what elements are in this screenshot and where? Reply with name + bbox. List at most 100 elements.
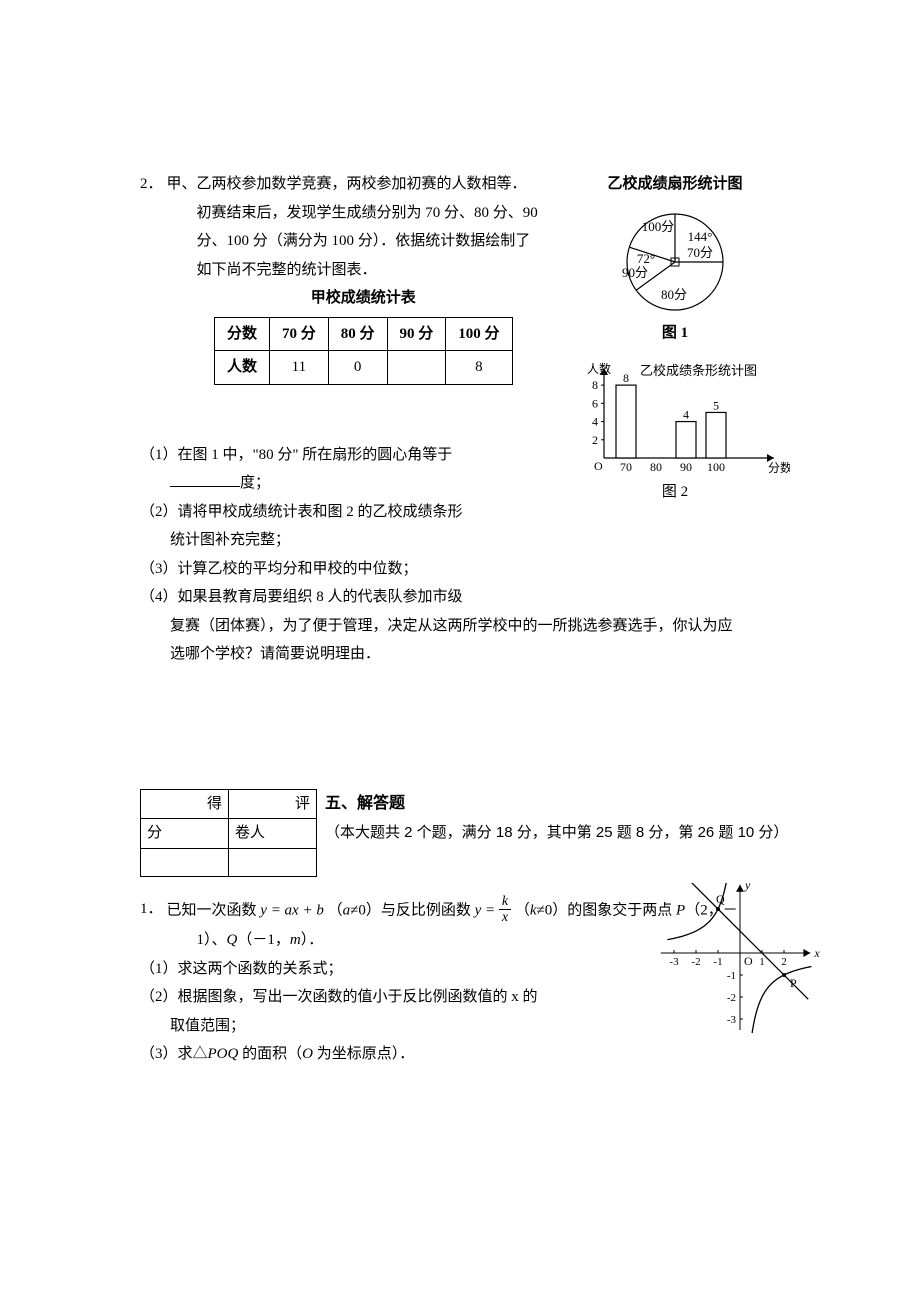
svg-text:4: 4 bbox=[592, 415, 598, 429]
math: a bbox=[343, 902, 351, 918]
q2-line4: 如下尚不完整的统计图表． bbox=[167, 256, 560, 285]
cell: 80 分 bbox=[328, 317, 387, 351]
svg-text:144°: 144° bbox=[688, 229, 713, 244]
svg-text:2: 2 bbox=[781, 956, 787, 968]
text: （ bbox=[328, 902, 343, 918]
svg-text:2: 2 bbox=[592, 433, 598, 447]
q2-sub2b: 统计图补充完整； bbox=[140, 526, 790, 555]
svg-text:100: 100 bbox=[707, 460, 725, 474]
q25-figure: x y O -3 -2 -1 1 2 -1 -2 -3 P Q bbox=[630, 883, 830, 1053]
fraction: kx bbox=[499, 895, 511, 927]
svg-text:y: y bbox=[744, 883, 751, 892]
text: （－1， bbox=[237, 932, 290, 948]
svg-text:4: 4 bbox=[683, 408, 689, 422]
text: 的面积（ bbox=[238, 1046, 302, 1062]
math: m bbox=[290, 932, 301, 948]
svg-text:1: 1 bbox=[759, 956, 765, 968]
cell: 评 bbox=[229, 789, 317, 819]
problem-25: xyO-3-2-112-1-2-3PQ 1． 已知一次函数 y = ax + b… bbox=[140, 895, 790, 1069]
svg-text:-2: -2 bbox=[727, 992, 736, 1004]
svg-text:-3: -3 bbox=[727, 1014, 737, 1026]
text: 度； bbox=[240, 475, 270, 491]
cell: 得 bbox=[141, 789, 229, 819]
svg-text:乙校成绩条形统计图: 乙校成绩条形统计图 bbox=[640, 363, 757, 378]
math: y = ax + b bbox=[260, 902, 324, 918]
svg-text:8: 8 bbox=[623, 371, 629, 385]
svg-text:O: O bbox=[744, 954, 753, 968]
cell: 分数 bbox=[214, 317, 269, 351]
svg-text:90分: 90分 bbox=[622, 265, 648, 280]
cell: 卷人 bbox=[229, 819, 317, 849]
cell: 8 bbox=[446, 351, 512, 385]
table-row: 人数 11 0 8 bbox=[214, 351, 512, 385]
jia-table-caption: 甲校成绩统计表 bbox=[167, 284, 560, 313]
pie-chart: 100分 70分144° 80分 90分72° bbox=[590, 199, 760, 319]
section-5-header: 得 评 分 卷人 五、解答题 （本大题共 2 个题，满分 18 分，其中第 25… bbox=[140, 789, 790, 877]
math: POQ bbox=[208, 1046, 239, 1062]
math: Q bbox=[227, 932, 238, 948]
bar-caption: 图 2 bbox=[662, 478, 688, 507]
svg-text:80分: 80分 bbox=[661, 287, 687, 302]
svg-text:-1: -1 bbox=[727, 970, 736, 982]
svg-text:x: x bbox=[813, 946, 820, 960]
pie-figure: 乙校成绩扇形统计图 100分70分144°80分90分72° 图 1 2468人… bbox=[560, 170, 790, 507]
q2-sub4c: 选哪个学校？请简要说明理由． bbox=[140, 640, 790, 669]
svg-text:70分: 70分 bbox=[687, 245, 713, 260]
score-table: 得 评 分 卷人 bbox=[140, 789, 317, 877]
svg-text:-1: -1 bbox=[713, 956, 722, 968]
q2-line3: 分、100 分（满分为 100 分）．依据统计数据绘制了 bbox=[167, 227, 560, 256]
text: （ bbox=[515, 902, 530, 918]
svg-text:8: 8 bbox=[592, 378, 598, 392]
svg-text:70: 70 bbox=[620, 460, 632, 474]
jia-table: 分数 70 分 80 分 90 分 100 分 人数 11 0 8 bbox=[214, 317, 513, 385]
cell: 70 分 bbox=[269, 317, 328, 351]
cell bbox=[387, 351, 446, 385]
svg-text:6: 6 bbox=[592, 396, 598, 410]
svg-text:-3: -3 bbox=[669, 956, 679, 968]
q2-sub4a: （4）如果县教育局要组织 8 人的代表队参加市级 bbox=[140, 583, 790, 612]
bar-chart: 2 4 6 8 人数分数 O 乙校成绩条形统计图 8 70 80 4 90 5 100 bbox=[560, 353, 790, 478]
q2-line1: 甲、乙两校参加数学竞赛，两校参加初赛的人数相等． bbox=[167, 170, 560, 199]
cell: 分 bbox=[141, 819, 229, 849]
q2-sub3: （3）计算乙校的平均分和甲校的中位数； bbox=[140, 555, 790, 584]
svg-text:5: 5 bbox=[713, 398, 719, 412]
text: 为坐标原点）． bbox=[313, 1046, 414, 1062]
text: ≠0）与反比例函数 bbox=[350, 902, 474, 918]
cell: 100 分 bbox=[446, 317, 512, 351]
pie-title: 乙校成绩扇形统计图 bbox=[607, 170, 742, 199]
q2-number: 2． bbox=[140, 170, 163, 393]
svg-text:80: 80 bbox=[650, 460, 662, 474]
svg-text:100分: 100分 bbox=[642, 219, 675, 234]
svg-text:P: P bbox=[790, 976, 797, 990]
text: ）． bbox=[301, 932, 324, 948]
svg-text:72°: 72° bbox=[637, 251, 655, 266]
q2-line2: 初赛结束后，发现学生成绩分别为 70 分、80 分、90 bbox=[167, 199, 560, 228]
svg-text:-2: -2 bbox=[691, 956, 700, 968]
cell[interactable] bbox=[229, 848, 317, 876]
cell: 90 分 bbox=[387, 317, 446, 351]
cell[interactable] bbox=[141, 848, 229, 876]
cell: 人数 bbox=[214, 351, 269, 385]
pie-caption: 图 1 bbox=[662, 319, 688, 348]
text: （1）在图 1 中，"80 分" 所在扇形的圆心角等于 bbox=[140, 447, 452, 463]
blank-underline[interactable] bbox=[170, 472, 240, 487]
q25-number: 1． bbox=[140, 895, 163, 955]
q2-sub4b: 复赛（团体赛），为了便于管理，决定从这两所学校中的一所挑选参赛选手，你认为应 bbox=[140, 612, 790, 641]
text: （3）求△ bbox=[140, 1046, 208, 1062]
svg-text:分数: 分数 bbox=[768, 460, 790, 475]
text: 1）、 bbox=[197, 932, 227, 948]
math: O bbox=[302, 1046, 313, 1062]
svg-text:O: O bbox=[594, 459, 603, 473]
svg-text:90: 90 bbox=[680, 460, 692, 474]
svg-text:Q: Q bbox=[716, 892, 725, 906]
frac-den: x bbox=[499, 910, 511, 927]
frac-num: k bbox=[499, 895, 511, 910]
cell: 11 bbox=[269, 351, 328, 385]
svg-text:人数: 人数 bbox=[587, 361, 611, 376]
table-row: 分数 70 分 80 分 90 分 100 分 bbox=[214, 317, 512, 351]
text: 已知一次函数 bbox=[167, 902, 261, 918]
math: y = bbox=[475, 902, 499, 918]
math: k bbox=[530, 902, 537, 918]
cell: 0 bbox=[328, 351, 387, 385]
function-graph: x y O -3 -2 -1 1 2 -1 -2 -3 P Q bbox=[630, 883, 830, 1053]
